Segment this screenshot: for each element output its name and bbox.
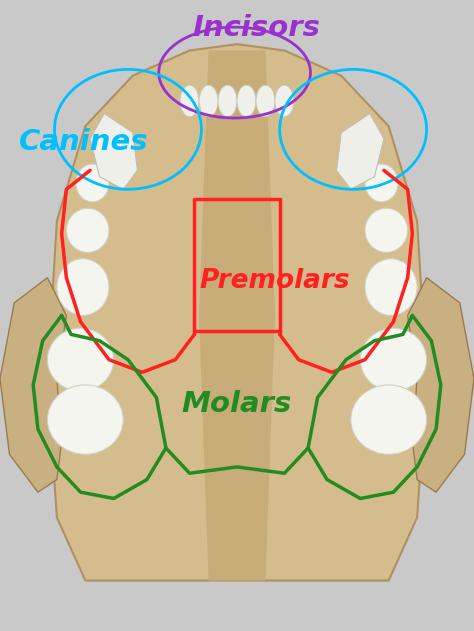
Ellipse shape [365, 164, 398, 202]
Text: Molars: Molars [182, 390, 292, 418]
Polygon shape [337, 114, 384, 189]
Ellipse shape [180, 85, 199, 117]
Ellipse shape [365, 208, 408, 252]
Polygon shape [199, 50, 275, 581]
Polygon shape [0, 278, 66, 492]
Ellipse shape [256, 85, 275, 117]
Ellipse shape [57, 259, 109, 316]
Ellipse shape [199, 85, 218, 117]
Ellipse shape [76, 164, 109, 202]
Ellipse shape [360, 328, 427, 391]
Text: Incisors: Incisors [192, 15, 320, 42]
Ellipse shape [351, 385, 427, 454]
Ellipse shape [47, 328, 114, 391]
Polygon shape [90, 114, 137, 189]
Ellipse shape [66, 208, 109, 252]
Text: Premolars: Premolars [200, 268, 350, 294]
Ellipse shape [237, 85, 256, 117]
Polygon shape [408, 278, 474, 492]
Text: Canines: Canines [19, 128, 148, 156]
Ellipse shape [47, 385, 123, 454]
Ellipse shape [275, 85, 294, 117]
Polygon shape [47, 44, 427, 581]
Ellipse shape [365, 259, 417, 316]
Ellipse shape [218, 85, 237, 117]
